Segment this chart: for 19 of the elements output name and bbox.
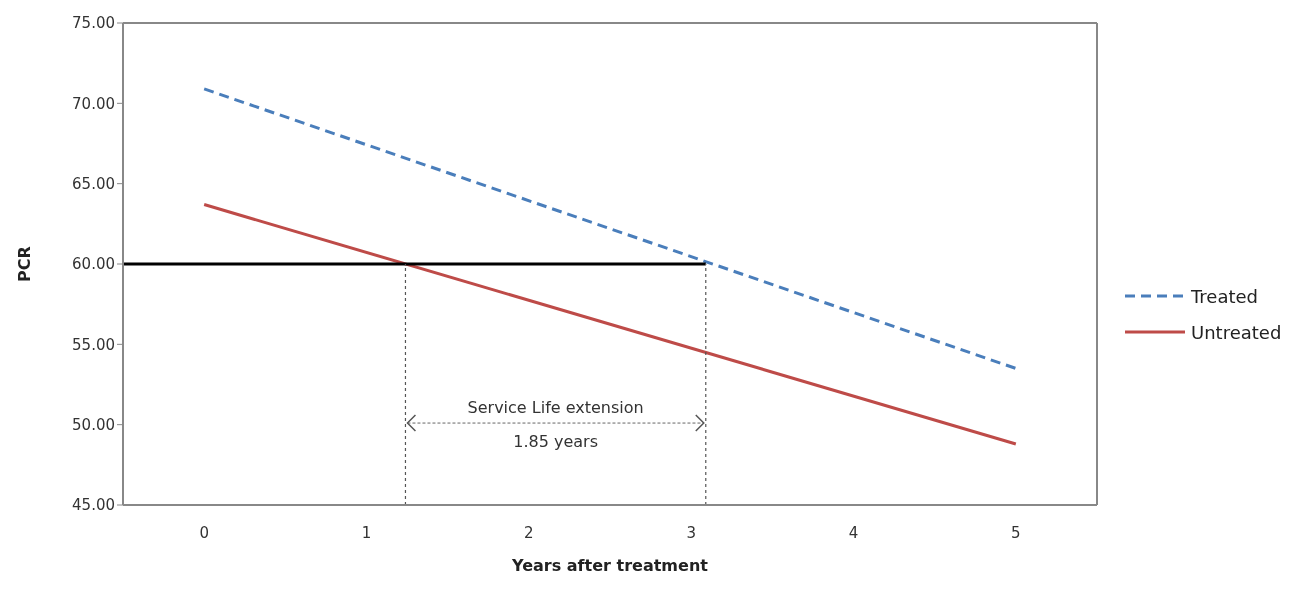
y-tick-label: 50.00 bbox=[72, 415, 115, 434]
y-tick-label: 65.00 bbox=[72, 174, 115, 193]
annotation: 1.85 years bbox=[513, 432, 598, 452]
annotation: Service Life extension bbox=[467, 398, 644, 418]
x-tick-label: 0 bbox=[199, 523, 209, 542]
y-tick-label: 75.00 bbox=[72, 14, 115, 33]
y-tick-label: 70.00 bbox=[72, 94, 115, 113]
x-tick-label: 4 bbox=[848, 523, 859, 542]
y-axis-title: PCR bbox=[14, 246, 34, 282]
y-tick-label: 55.00 bbox=[72, 335, 115, 354]
x-tick-label: 3 bbox=[686, 523, 696, 542]
x-tick-label: 1 bbox=[361, 523, 372, 542]
legend-label: Treated bbox=[1191, 285, 1259, 307]
legend-label: Untreated bbox=[1191, 321, 1282, 343]
y-tick-label: 60.00 bbox=[72, 255, 115, 274]
y-tick-label: 45.00 bbox=[72, 496, 115, 515]
x-axis-title: Years after treatment bbox=[511, 556, 709, 575]
x-tick-label: 5 bbox=[1011, 523, 1021, 542]
x-tick-label: 2 bbox=[524, 523, 534, 542]
